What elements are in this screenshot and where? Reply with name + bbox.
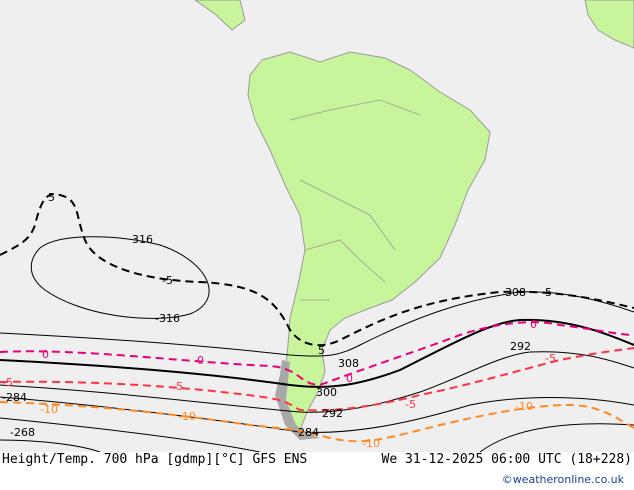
label: 284 — [298, 426, 319, 439]
label: -5 — [162, 274, 173, 287]
contour-316 — [30, 236, 210, 319]
label: -10 — [362, 437, 380, 450]
label: 316 — [132, 233, 153, 246]
label: 5 — [545, 286, 552, 299]
label: 0 — [197, 354, 204, 367]
map-datetime: We 31-12-2025 06:00 UTC (18+228) — [381, 452, 632, 467]
label: 292 — [322, 407, 343, 420]
map-canvas: 316 -316 308 308 300 292 292 -284 284 -2… — [0, 0, 634, 452]
isotherm-m10 — [0, 401, 634, 443]
label: -268 — [10, 426, 35, 439]
africa-corner — [584, 0, 634, 49]
contour-308 — [0, 291, 634, 357]
isotherm-0 — [0, 321, 634, 387]
borders — [289, 99, 421, 301]
label: 0 — [42, 348, 49, 361]
label: -10 — [515, 400, 533, 413]
label: -5 — [545, 352, 556, 365]
south-america — [247, 51, 491, 431]
label: -10 — [178, 410, 196, 423]
label: 0 — [346, 372, 353, 385]
label: 300 — [316, 386, 337, 399]
contour-300 — [0, 318, 634, 388]
contour-268 — [0, 439, 101, 452]
contour-276b — [479, 423, 634, 452]
label: -5 — [2, 376, 13, 389]
contour-276 — [0, 417, 261, 452]
temp-contours — [0, 193, 634, 443]
isotherm-5 — [0, 193, 634, 347]
central-america — [194, 0, 246, 31]
land — [194, 0, 634, 431]
height-contours — [0, 236, 634, 452]
label: 308 — [505, 286, 526, 299]
label: 5 — [318, 344, 325, 357]
label: 0 — [530, 318, 537, 331]
label: -5 — [405, 398, 416, 411]
label: 292 — [510, 340, 531, 353]
label: 5 — [48, 191, 55, 204]
label: -316 — [155, 312, 180, 325]
label: 308 — [338, 357, 359, 370]
label: -10 — [40, 403, 58, 416]
map-title: Height/Temp. 700 hPa [gdmp][°C] GFS ENS — [2, 452, 308, 467]
label: -284 — [2, 391, 27, 404]
credit-link[interactable]: ©weatheronline.co.uk — [501, 473, 624, 486]
patagonia-islands — [275, 360, 320, 440]
contour-labels: 316 -316 308 308 300 292 292 -284 284 -2… — [2, 191, 556, 450]
label: -5 — [172, 380, 183, 393]
